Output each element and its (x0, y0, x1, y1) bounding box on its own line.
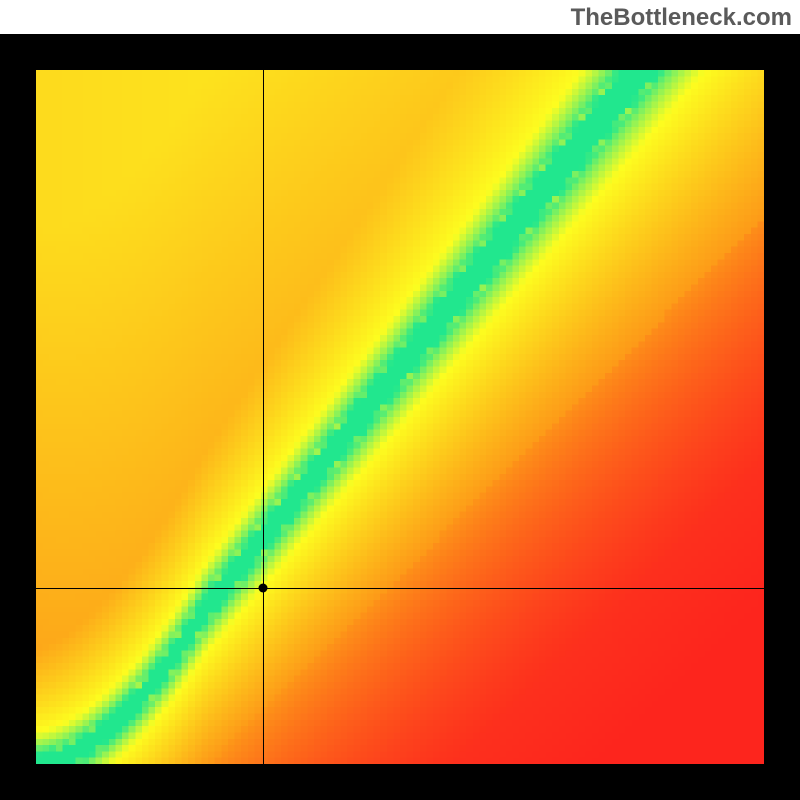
heatmap-plot (36, 70, 764, 764)
heatmap-canvas (36, 70, 764, 764)
crosshair-marker (259, 584, 268, 593)
watermark: TheBottleneck.com (571, 4, 792, 32)
outer-frame (0, 34, 800, 800)
crosshair-horizontal (36, 588, 764, 589)
crosshair-vertical (263, 70, 264, 764)
